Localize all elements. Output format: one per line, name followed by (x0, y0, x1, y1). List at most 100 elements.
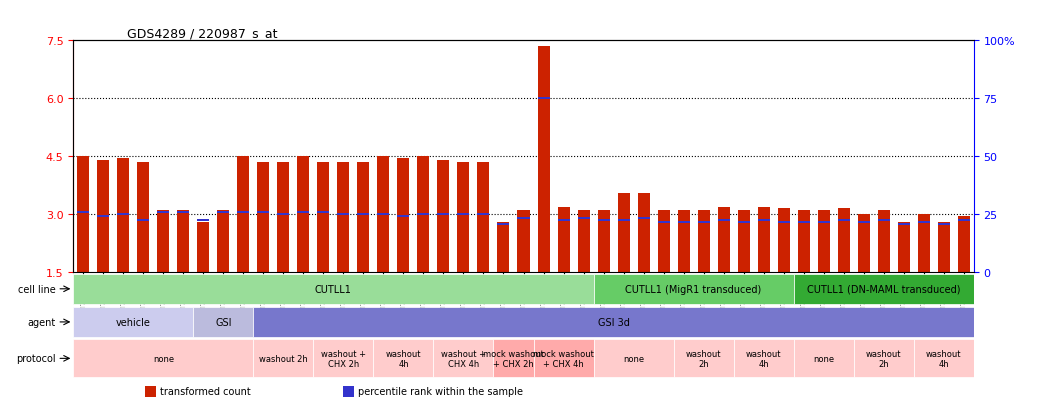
Text: GSI 3d: GSI 3d (598, 317, 629, 327)
Bar (537, 47, 550, 273)
Bar (317, 163, 330, 273)
Bar (938, 223, 950, 225)
Bar (557, 207, 570, 273)
Bar (897, 223, 910, 225)
Bar (77, 212, 89, 214)
Text: washout 2h: washout 2h (259, 354, 308, 363)
Bar (97, 161, 109, 273)
Text: washout
4h: washout 4h (745, 349, 781, 368)
Text: GSI: GSI (215, 317, 231, 327)
Bar (917, 215, 930, 273)
Text: mock washout
+ CHX 2h: mock washout + CHX 2h (483, 349, 544, 368)
Bar (618, 220, 629, 221)
Bar (418, 157, 429, 273)
Text: transformed count: transformed count (160, 387, 250, 396)
Bar (534, 339, 594, 377)
Text: agent: agent (27, 317, 55, 327)
Bar (157, 211, 170, 273)
Bar (477, 163, 490, 273)
Bar (737, 211, 750, 273)
Bar (73, 307, 194, 337)
Bar (598, 220, 609, 221)
Bar (778, 221, 789, 223)
Bar (717, 220, 730, 221)
Bar (194, 307, 253, 337)
Bar (337, 163, 350, 273)
Text: GDS4289 / 220987_s_at: GDS4289 / 220987_s_at (128, 27, 277, 40)
Bar (658, 221, 670, 223)
Bar (117, 214, 130, 216)
Bar (758, 220, 770, 221)
Bar (258, 212, 269, 214)
Bar (277, 163, 289, 273)
Text: washout
2h: washout 2h (686, 349, 721, 368)
Bar (97, 216, 109, 218)
Bar (458, 163, 469, 273)
Bar (794, 339, 853, 377)
Bar (77, 157, 89, 273)
Bar (958, 217, 970, 273)
Bar (73, 274, 594, 304)
Bar (658, 211, 670, 273)
Bar (917, 221, 930, 223)
Bar (398, 216, 409, 218)
Bar (857, 221, 870, 223)
Bar (357, 214, 370, 216)
Bar (374, 339, 433, 377)
Bar (433, 339, 493, 377)
Bar (697, 211, 710, 273)
Bar (798, 221, 809, 223)
Bar (914, 339, 974, 377)
Text: washout +
CHX 2h: washout + CHX 2h (321, 349, 365, 368)
Bar (778, 209, 789, 273)
Bar (537, 98, 550, 100)
Text: cell line: cell line (18, 284, 55, 294)
Bar (218, 211, 229, 273)
Bar (137, 163, 150, 273)
Bar (337, 214, 350, 216)
Bar (238, 157, 249, 273)
Bar (493, 339, 534, 377)
Bar (697, 221, 710, 223)
Bar (598, 211, 609, 273)
Bar (253, 307, 974, 337)
Bar (313, 339, 374, 377)
Bar (818, 221, 829, 223)
Bar (798, 211, 809, 273)
Bar (137, 220, 150, 221)
Bar (594, 274, 794, 304)
Bar (677, 211, 690, 273)
Bar (877, 211, 890, 273)
Text: washout +
CHX 4h: washout + CHX 4h (441, 349, 486, 368)
Bar (717, 207, 730, 273)
Bar (477, 214, 490, 216)
Bar (734, 339, 794, 377)
Bar (497, 223, 510, 273)
Bar (177, 211, 190, 273)
Bar (853, 339, 914, 377)
Bar (197, 220, 209, 221)
Text: CUTLL1: CUTLL1 (315, 284, 352, 294)
Bar (297, 212, 310, 214)
Bar (638, 218, 649, 220)
Text: washout
2h: washout 2h (866, 349, 901, 368)
Bar (677, 221, 690, 223)
Bar (818, 211, 829, 273)
Bar (377, 214, 389, 216)
Bar (517, 211, 530, 273)
Bar (438, 214, 449, 216)
Bar (177, 212, 190, 214)
Bar (578, 211, 589, 273)
Text: protocol: protocol (16, 354, 55, 363)
Bar (398, 159, 409, 273)
Bar (897, 223, 910, 273)
Bar (418, 214, 429, 216)
Bar (146, 386, 156, 397)
Bar (497, 223, 510, 225)
Bar (838, 209, 850, 273)
Text: washout
4h: washout 4h (385, 349, 421, 368)
Bar (517, 218, 530, 220)
Text: none: none (153, 354, 174, 363)
Bar (758, 207, 770, 273)
Bar (377, 157, 389, 273)
